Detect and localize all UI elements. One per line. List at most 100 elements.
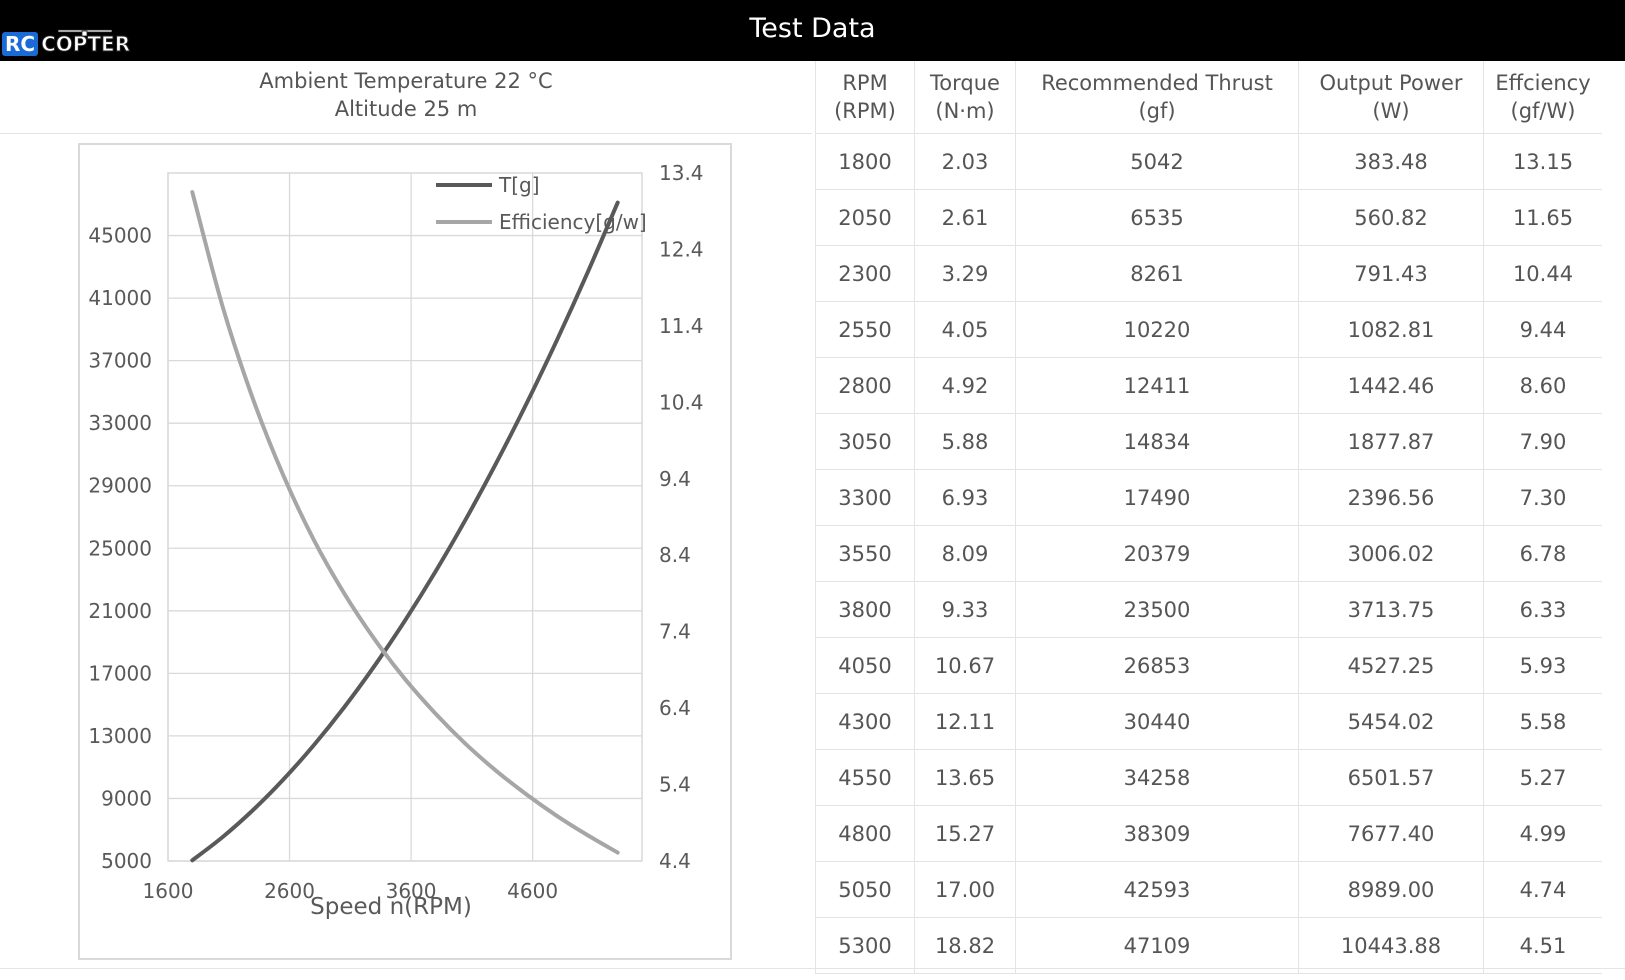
- title-bar: Test Data: [0, 0, 1625, 61]
- table-body: 1800 2.03 5042 383.48 13.15 2050 2.61 6535 560.8…: [815, 133, 1602, 974]
- table-cell: 6.33: [1483, 581, 1602, 638]
- y-tick-label: 17000: [88, 661, 152, 685]
- y2-tick-label: 8.4: [659, 543, 691, 567]
- table-cell: 5300: [815, 917, 915, 974]
- y2-tick-label: 7.4: [659, 620, 691, 644]
- table-cell: 5.27: [1483, 749, 1602, 806]
- table-cell: 3006.02: [1298, 525, 1484, 582]
- table-cell: 6501.57: [1298, 749, 1484, 806]
- y-tick-label: 25000: [88, 536, 152, 560]
- table-cell: 4.92: [914, 357, 1016, 414]
- y2-tick-label: 10.4: [659, 390, 704, 414]
- table-cell: 2.61: [914, 189, 1016, 246]
- legend-label: Efficiency[g/w]: [499, 210, 647, 234]
- table-row: 5050 17.00 42593 8989.00 4.74: [815, 861, 1602, 918]
- table-cell: 3800: [815, 581, 915, 638]
- y2-tick-label: 13.4: [659, 161, 704, 185]
- x-tick-label: 3600: [386, 879, 437, 903]
- table-cell: 2300: [815, 245, 915, 302]
- table-cell: 7.30: [1483, 469, 1602, 526]
- table-cell: 3.29: [914, 245, 1016, 302]
- table-cell: 14834: [1015, 413, 1299, 470]
- y-tick-label: 5000: [101, 849, 152, 873]
- column-header: Torque (N·m): [914, 61, 1016, 134]
- table-cell: 4.51: [1483, 917, 1602, 974]
- table-cell: 7677.40: [1298, 805, 1484, 862]
- table-cell: 560.82: [1298, 189, 1484, 246]
- table-cell: 8261: [1015, 245, 1299, 302]
- table-row: 3050 5.88 14834 1877.87 7.90: [815, 413, 1602, 470]
- column-header-name: Effciency: [1495, 71, 1591, 95]
- table-row: 4550 13.65 34258 6501.57 5.27: [815, 749, 1602, 806]
- thrust-series-line: [190, 200, 620, 863]
- column-header: Effciency (gf/W): [1483, 61, 1602, 134]
- table-cell: 2800: [815, 357, 915, 414]
- table-cell: 15.27: [914, 805, 1016, 862]
- table-row: 1800 2.03 5042 383.48 13.15: [815, 133, 1602, 190]
- table-cell: 8989.00: [1298, 861, 1484, 918]
- table-cell: 9.33: [914, 581, 1016, 638]
- table-cell: 47109: [1015, 917, 1299, 974]
- column-header-name: Output Power: [1319, 71, 1463, 95]
- y-tick-label: 45000: [88, 224, 152, 248]
- table-cell: 6.78: [1483, 525, 1602, 582]
- table-cell: 3050: [815, 413, 915, 470]
- table-cell: 4527.25: [1298, 637, 1484, 694]
- table-cell: 12.11: [914, 693, 1016, 750]
- table-row: 4800 15.27 38309 7677.40 4.99: [815, 805, 1602, 862]
- table-cell: 383.48: [1298, 133, 1484, 190]
- table-cell: 4.74: [1483, 861, 1602, 918]
- table-cell: 4550: [815, 749, 915, 806]
- table-cell: 4.05: [914, 301, 1016, 358]
- table-cell: 2.03: [914, 133, 1016, 190]
- helicopter-rotor-icon: [58, 29, 112, 36]
- table-cell: 2050: [815, 189, 915, 246]
- table-cell: 42593: [1015, 861, 1299, 918]
- table-cell: 1442.46: [1298, 357, 1484, 414]
- table-cell: 3300: [815, 469, 915, 526]
- column-header-name: Torque: [930, 71, 1000, 95]
- table-row: 4050 10.67 26853 4527.25 5.93: [815, 637, 1602, 694]
- table-row: 2300 3.29 8261 791.43 10.44: [815, 245, 1602, 302]
- table-cell: 5.88: [914, 413, 1016, 470]
- table-cell: 10443.88: [1298, 917, 1484, 974]
- table-cell: 13.65: [914, 749, 1016, 806]
- table-cell: 5050: [815, 861, 915, 918]
- table-cell: 13.15: [1483, 133, 1602, 190]
- table-cell: 2396.56: [1298, 469, 1484, 526]
- table-cell: 11.65: [1483, 189, 1602, 246]
- column-header-unit: (RPM): [834, 99, 896, 123]
- column-header-unit: (gf/W): [1510, 99, 1576, 123]
- table-cell: 6535: [1015, 189, 1299, 246]
- table-cell: 1800: [815, 133, 915, 190]
- table-cell: 17490: [1015, 469, 1299, 526]
- plot-area: [167, 172, 643, 862]
- table-cell: 17.00: [914, 861, 1016, 918]
- table-row: 4300 12.11 30440 5454.02 5.58: [815, 693, 1602, 750]
- y2-tick-label: 6.4: [659, 696, 691, 720]
- altitude: Altitude 25 m: [334, 97, 478, 121]
- table-row: 3800 9.33 23500 3713.75 6.33: [815, 581, 1602, 638]
- table-row: 5300 18.82 47109 10443.88 4.51: [815, 917, 1602, 974]
- table-cell: 1877.87: [1298, 413, 1484, 470]
- efficiency-series-line: [190, 190, 620, 855]
- column-header-unit: (gf): [1138, 99, 1176, 123]
- y2-tick-label: 12.4: [659, 237, 704, 261]
- table-row: 3300 6.93 17490 2396.56 7.30: [815, 469, 1602, 526]
- table-cell: 38309: [1015, 805, 1299, 862]
- column-header-unit: (W): [1372, 99, 1410, 123]
- table-cell: 10220: [1015, 301, 1299, 358]
- column-header: Output Power (W): [1298, 61, 1484, 134]
- column-header-name: Recommended Thrust: [1041, 71, 1273, 95]
- y-tick-label: 33000: [88, 411, 152, 435]
- y-tick-label: 21000: [88, 599, 152, 623]
- y-tick-label: 13000: [88, 724, 152, 748]
- table-cell: 6.93: [914, 469, 1016, 526]
- column-header: RPM (RPM): [815, 61, 915, 134]
- table-cell: 5.58: [1483, 693, 1602, 750]
- table-cell: 4300: [815, 693, 915, 750]
- table-cell: 34258: [1015, 749, 1299, 806]
- table-cell: 8.09: [914, 525, 1016, 582]
- table-cell: 10.44: [1483, 245, 1602, 302]
- table-row: 2800 4.92 12411 1442.46 8.60: [815, 357, 1602, 414]
